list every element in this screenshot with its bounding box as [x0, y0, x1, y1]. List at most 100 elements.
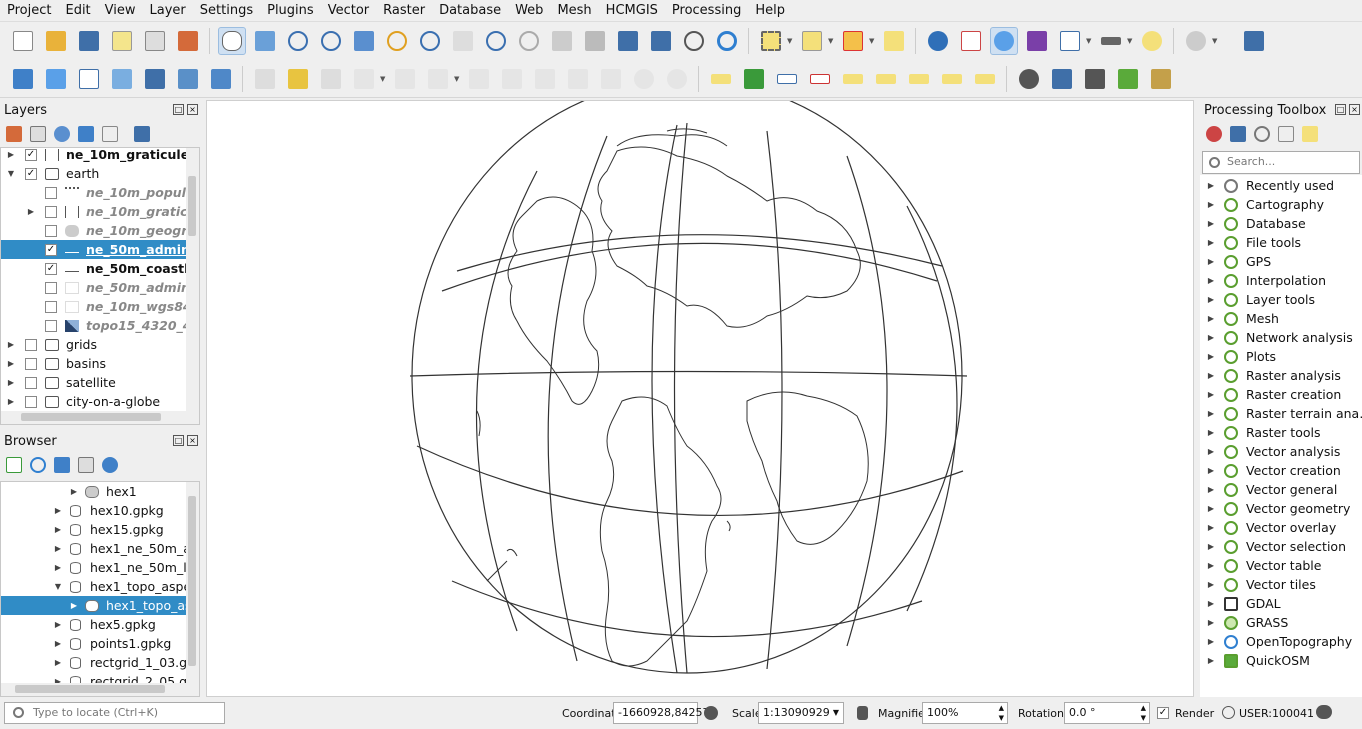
cut-features-icon[interactable]	[531, 65, 559, 93]
layout-manager-icon[interactable]	[141, 27, 169, 55]
add-selected-layers-icon[interactable]	[6, 457, 22, 473]
layer-visibility-checkbox[interactable]: ✓	[25, 167, 37, 180]
layer-item[interactable]: ▶ grids	[1, 335, 199, 354]
label-toolbar-icon[interactable]	[707, 65, 735, 93]
zoom-next-icon[interactable]	[515, 27, 543, 55]
toolbox-group[interactable]: ▶ Interpolation	[1200, 271, 1362, 290]
menu-raster[interactable]: Raster	[383, 2, 426, 18]
pin-unpin-labels-icon[interactable]	[839, 65, 867, 93]
edit-features-in-place-icon[interactable]	[1302, 126, 1318, 142]
expand-arrow-icon[interactable]: ▶	[7, 378, 15, 387]
pin-labels-icon[interactable]	[773, 65, 801, 93]
diagram-icon[interactable]	[740, 65, 768, 93]
expand-arrow-icon[interactable]: ▶	[1207, 485, 1215, 494]
expand-arrow-icon[interactable]: ▶	[1207, 428, 1215, 437]
identify-features-icon[interactable]	[924, 27, 952, 55]
layer-visibility-checkbox[interactable]	[45, 186, 57, 199]
expand-arrow-icon[interactable]: ▶	[54, 544, 62, 553]
expand-arrow-icon[interactable]: ▶	[1207, 219, 1215, 228]
menu-plugins[interactable]: Plugins	[267, 2, 314, 18]
zoom-full-icon[interactable]	[350, 27, 378, 55]
browser-item[interactable]: ▶ hex1	[1, 482, 199, 501]
open-project-icon[interactable]	[42, 27, 70, 55]
toolbox-group[interactable]: ▶ Raster tools	[1200, 423, 1362, 442]
toolbox-group[interactable]: ▶ GPS	[1200, 252, 1362, 271]
float-panel-icon[interactable]: □	[173, 104, 184, 115]
copy-features-icon[interactable]	[564, 65, 592, 93]
toolbox-group[interactable]: ▶ Raster analysis	[1200, 366, 1362, 385]
menu-view[interactable]: View	[104, 2, 136, 18]
expand-arrow-icon[interactable]: ▶	[54, 620, 62, 629]
show-bookmarks-icon[interactable]	[647, 27, 675, 55]
menu-database[interactable]: Database	[439, 2, 502, 18]
expand-arrow-icon[interactable]: ▶	[1207, 257, 1215, 266]
menu-web[interactable]: Web	[515, 2, 544, 18]
digitize-icon[interactable]	[108, 65, 136, 93]
expand-arrow-icon[interactable]: ▶	[1207, 276, 1215, 285]
toolbox-group[interactable]: ▶ Raster terrain ana…	[1200, 404, 1362, 423]
expand-arrow-icon[interactable]: ▶	[54, 658, 62, 667]
gear-icon[interactable]	[1182, 27, 1210, 55]
layers-hscroll[interactable]	[1, 411, 199, 424]
layer-item[interactable]: ▶ basins	[1, 354, 199, 373]
spinner-icon[interactable]: ▲ ▼	[1140, 704, 1146, 722]
edit-pencil-disabled-icon[interactable]	[251, 65, 279, 93]
layer-visibility-checkbox[interactable]	[45, 300, 57, 313]
toolbox-group[interactable]: ▶ Database	[1200, 214, 1362, 233]
expand-arrow-icon[interactable]: ▶	[54, 563, 62, 572]
layer-item[interactable]: ▶ satellite	[1, 373, 199, 392]
edit-pencil-icon[interactable]	[284, 65, 312, 93]
pan-to-selection-icon[interactable]	[251, 27, 279, 55]
move-label-icon[interactable]	[905, 65, 933, 93]
expand-arrow-icon[interactable]: ▶	[1207, 637, 1215, 646]
layers-vscroll[interactable]	[186, 148, 199, 412]
zoom-out-icon[interactable]	[317, 27, 345, 55]
browser-item[interactable]: ▶ hex1_topo_asp	[1, 596, 199, 615]
add-delimited-text-icon[interactable]	[75, 65, 103, 93]
expand-arrow-icon[interactable]: ▶	[1207, 447, 1215, 456]
new-project-icon[interactable]	[9, 27, 37, 55]
attribute-table-icon[interactable]	[957, 27, 985, 55]
expand-arrow-icon[interactable]: ▶	[54, 639, 62, 648]
toolbox-group[interactable]: ▶ Raster creation	[1200, 385, 1362, 404]
measure-line-icon[interactable]	[1097, 27, 1125, 55]
layer-item[interactable]: ne_10m_populate	[1, 183, 199, 202]
scroll-thumb[interactable]	[21, 413, 161, 421]
expand-arrow-icon[interactable]: ▶	[7, 340, 15, 349]
layer-visibility-checkbox[interactable]	[45, 281, 57, 294]
float-panel-icon[interactable]: □	[173, 435, 184, 446]
toggle-editing-icon[interactable]	[989, 27, 1018, 55]
locator-input[interactable]: Type to locate (Ctrl+K)	[4, 702, 225, 724]
scripts-icon[interactable]	[1230, 126, 1246, 142]
toolbox-group[interactable]: ▶ Vector overlay	[1200, 518, 1362, 537]
zoom-last-icon[interactable]	[482, 27, 510, 55]
browser-item[interactable]: ▶ rectgrid_1_03.gpk	[1, 653, 199, 672]
add-gps-layer-icon[interactable]	[141, 65, 169, 93]
style-manager-icon[interactable]	[174, 27, 202, 55]
scroll-thumb[interactable]	[188, 496, 196, 666]
menu-settings[interactable]: Settings	[199, 2, 254, 18]
layer-item[interactable]: topo15_4320_4320	[1, 316, 199, 335]
properties-icon[interactable]	[102, 457, 118, 473]
toolbox-group[interactable]: ▶ Vector creation	[1200, 461, 1362, 480]
paste-features-icon[interactable]	[597, 65, 625, 93]
expand-arrow-icon[interactable]: ▶	[1207, 371, 1215, 380]
browser-hscroll[interactable]	[1, 683, 199, 696]
python-console-icon[interactable]	[1048, 65, 1076, 93]
zoom-to-layer-icon[interactable]	[416, 27, 444, 55]
expand-all-icon[interactable]	[134, 126, 150, 142]
filter-browser-icon[interactable]	[54, 457, 70, 473]
statistics-icon[interactable]	[1023, 27, 1051, 55]
expand-arrow-icon[interactable]: ▶	[1207, 181, 1215, 190]
add-raster-layer-icon[interactable]	[42, 65, 70, 93]
scroll-thumb[interactable]	[188, 176, 196, 236]
extents-toggle-icon[interactable]	[704, 706, 718, 720]
toolbox-group[interactable]: ▶ Vector selection	[1200, 537, 1362, 556]
expand-arrow-icon[interactable]: ▶	[27, 207, 35, 216]
expand-arrow-icon[interactable]: ▶	[54, 506, 62, 515]
expand-arrow-icon[interactable]: ▶	[1207, 314, 1215, 323]
messages-icon[interactable]	[1316, 705, 1332, 719]
temporal-controller-icon[interactable]	[680, 27, 708, 55]
expand-arrow-icon[interactable]: ▶	[1207, 238, 1215, 247]
close-icon[interactable]: ×	[1349, 104, 1360, 115]
